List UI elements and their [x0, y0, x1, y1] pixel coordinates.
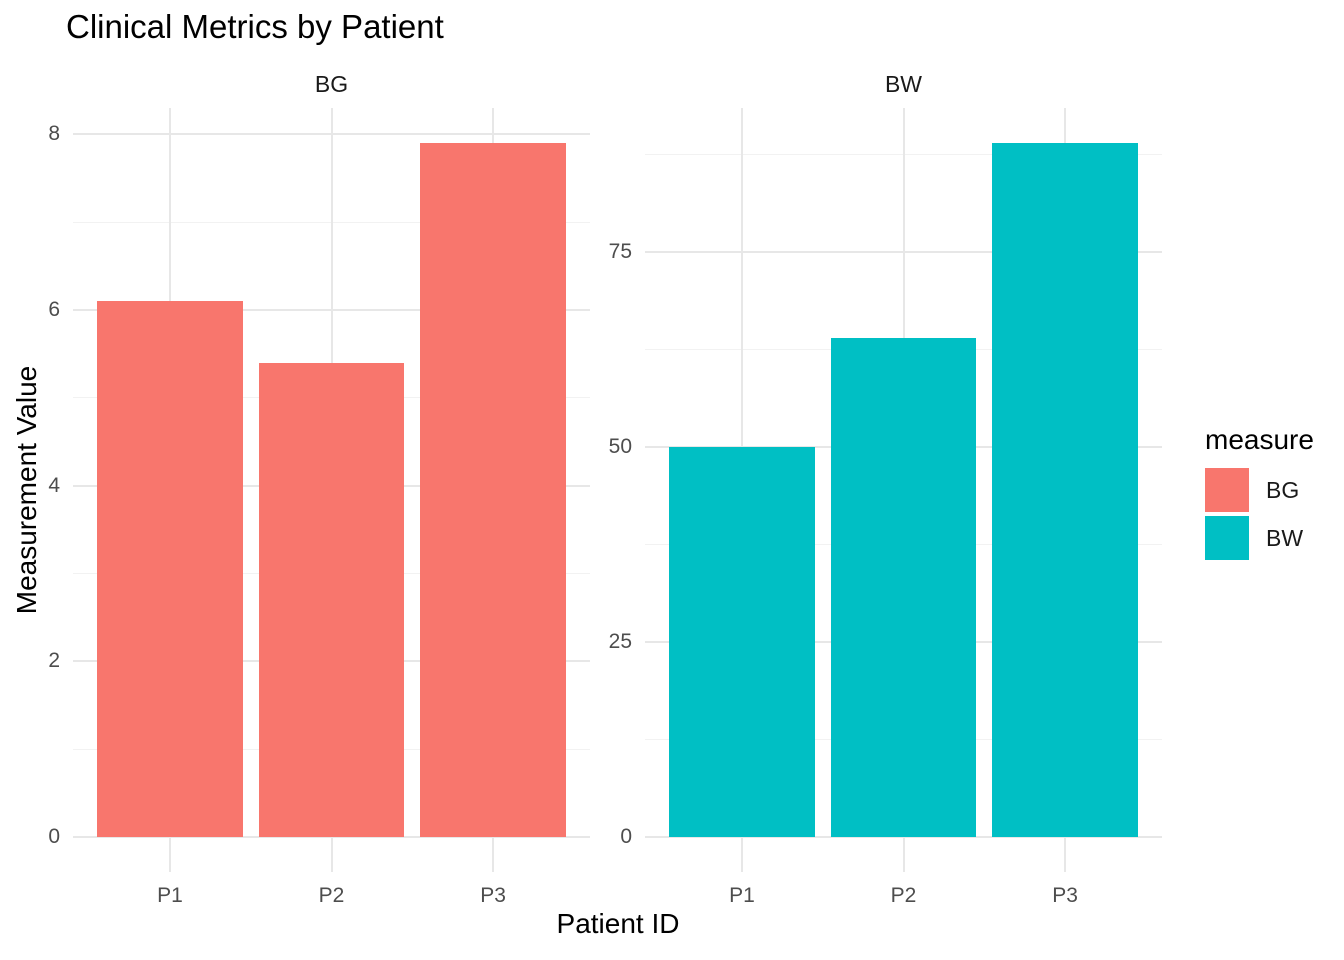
- bar-bg-p3: [420, 143, 566, 837]
- bar-bw-p3: [992, 142, 1138, 838]
- legend-title: measure: [1205, 424, 1314, 455]
- facet-panel-bw: P1 P2 P3 0 25 50 75: [609, 108, 1162, 907]
- x-tick-label: P2: [318, 884, 345, 907]
- y-tick-label: 25: [608, 630, 632, 654]
- bar-bg-p2: [258, 362, 405, 837]
- x-tick-label: P3: [1052, 884, 1078, 907]
- legend: measure BG BW: [1205, 424, 1314, 564]
- bar-bg-p1: [97, 301, 243, 837]
- legend-swatch-bg: [1205, 468, 1249, 512]
- facet-strip-bg: BG: [314, 71, 349, 97]
- x-tick-label: P2: [890, 884, 917, 907]
- y-axis-title: Measurement Value: [11, 365, 42, 615]
- y-tick-label: 6: [48, 297, 60, 321]
- y-tick-label: 0: [620, 825, 632, 849]
- legend-swatch-bw: [1205, 516, 1249, 560]
- x-axis-title: Patient ID: [556, 908, 680, 939]
- y-tick-label: 8: [48, 122, 60, 146]
- x-tick-label: P1: [157, 884, 183, 907]
- y-tick-label: 50: [608, 435, 632, 459]
- x-tick-label: P1: [729, 884, 755, 907]
- y-tick-label: 4: [48, 473, 60, 497]
- y-tick-label: 0: [48, 824, 60, 848]
- legend-label-bw: BW: [1266, 524, 1304, 551]
- bar-bw-p1: [669, 447, 815, 838]
- y-tick-label: 2: [48, 649, 60, 673]
- facet-panel-bg: P1 P2 P3 0 2 4 6 8: [48, 108, 590, 907]
- plot-title: Clinical Metrics by Patient: [66, 8, 444, 45]
- facet-strip-bw: BW: [884, 71, 923, 97]
- x-tick-label: P3: [480, 884, 506, 907]
- legend-item-bg: BG: [1205, 468, 1314, 512]
- legend-item-bw: BW: [1205, 516, 1314, 560]
- bar-bw-p2: [830, 337, 977, 838]
- legend-label-bg: BG: [1266, 476, 1300, 503]
- y-tick-label: 75: [608, 239, 632, 263]
